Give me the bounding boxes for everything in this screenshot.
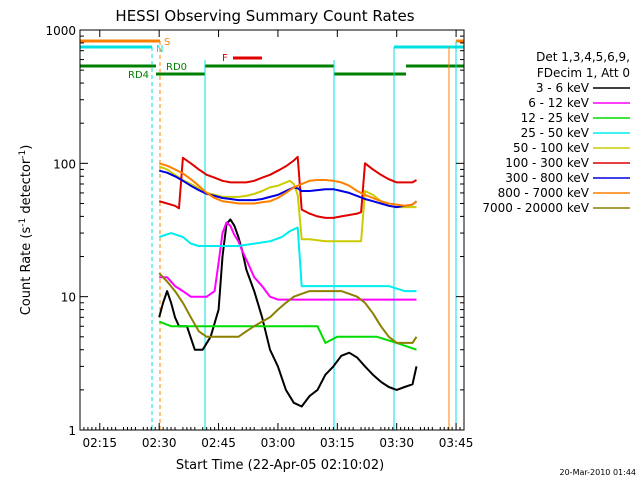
x-tick-label: 02:30 (142, 436, 177, 450)
y-axis-label-end: ) (19, 145, 34, 150)
legend-entry-label: 100 - 300 keV (505, 156, 589, 170)
chart-title: HESSI Observing Summary Count Rates (115, 7, 414, 25)
footer-timestamp: 20-Mar-2010 01:44 (560, 468, 637, 477)
legend: Det 1,3,4,5,6,9, FDecim 1, Att 0 3 - 6 k… (482, 50, 630, 215)
x-tick-label: 03:45 (439, 436, 474, 450)
saa-flag-label: S (164, 37, 170, 48)
legend-entry-label: 300 - 800 keV (505, 171, 589, 185)
axis-ticks: 02:15 02:30 02:45 03:00 03:15 03:30 03:45 1 10 10… (45, 24, 473, 450)
transition-lines (151, 41, 465, 430)
y-axis-label-sup1: -1 (18, 218, 28, 227)
series-line-8 (158, 162, 418, 207)
legend-header-line: Det 1,3,4,5,6,9, (536, 50, 630, 64)
legend-header-line: FDecim 1, Att 0 (537, 66, 630, 80)
x-axis-label: Start Time (22-Apr-05 02:10:02) (176, 458, 384, 473)
legend-entry-label: 12 - 25 keV (521, 111, 590, 125)
series-line-4 (158, 226, 417, 293)
plot-frame (79, 29, 465, 431)
y-tick-label: 1000 (45, 24, 76, 38)
x-tick-label: 03:15 (320, 436, 355, 450)
flare-flag-label: F (222, 53, 228, 64)
series-line-1 (158, 218, 418, 408)
series-line-7 (158, 169, 418, 209)
y-tick-label: 100 (53, 157, 76, 171)
y-axis-label: Count Rate (s-1 detector-1) (18, 145, 34, 316)
x-tick-label: 02:15 (82, 436, 117, 450)
series-line-6 (158, 155, 418, 219)
x-tick-label: 03:30 (379, 436, 414, 450)
rd0-label: RD0 (166, 62, 187, 73)
x-tick-label: 02:45 (201, 436, 236, 450)
y-axis-label-mid: detector (19, 158, 34, 218)
observing-state-bars: S N F RD0 RD4 (80, 37, 464, 81)
legend-entry-label: 7000 - 20000 keV (482, 201, 589, 215)
y-axis-label-sup2: -1 (18, 150, 28, 159)
series-line-3 (158, 320, 417, 351)
series-line-2 (159, 221, 417, 301)
legend-entry-label: 6 - 12 keV (528, 96, 590, 110)
series-layer (158, 155, 418, 408)
legend-entry-label: 50 - 100 keV (513, 141, 590, 155)
y-tick-label: 10 (61, 291, 76, 305)
series-line-5 (158, 165, 417, 243)
x-tick-label: 03:00 (261, 436, 296, 450)
y-tick-label: 1 (68, 424, 76, 438)
y-axis-label-main: Count Rate (s (19, 227, 34, 316)
legend-entry-label: 3 - 6 keV (536, 81, 590, 95)
legend-entry-label: 800 - 7000 keV (498, 186, 590, 200)
rd4-label: RD4 (128, 70, 149, 81)
series-line-9 (158, 272, 418, 344)
legend-entry-label: 25 - 50 keV (521, 126, 590, 140)
